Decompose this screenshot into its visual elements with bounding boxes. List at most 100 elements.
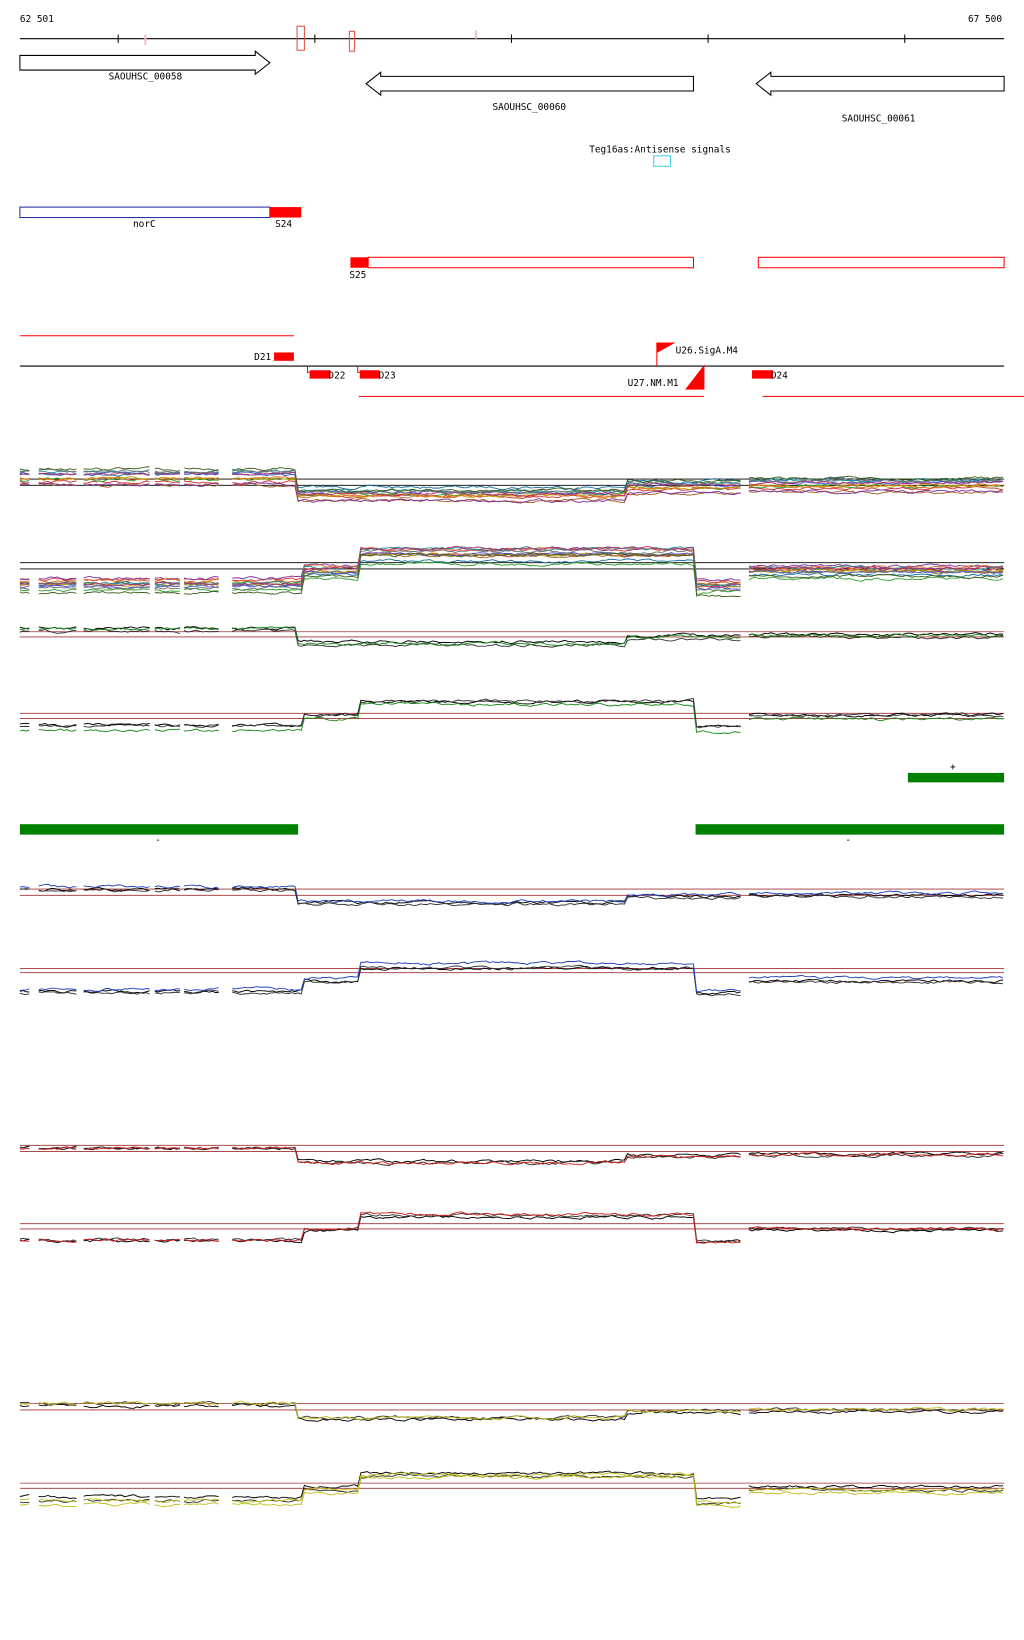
signal-line [154,627,181,630]
signal-line [19,886,30,888]
signal-line [19,583,30,585]
signal-line [748,634,1004,640]
signal-line [232,548,741,592]
signal-line [232,701,741,735]
signal-line [154,728,180,732]
signal-line [184,987,219,991]
signal-line [748,974,1004,980]
signal-line [19,483,30,485]
signal-line [83,991,150,995]
signal-line [154,1239,180,1243]
signal-line [154,577,181,580]
signal-line [83,472,150,476]
signal-line [83,469,150,474]
signal-line [154,478,180,482]
signal-line [83,987,150,993]
signal-line [232,1146,741,1166]
signal-line [19,1498,30,1501]
segment [350,257,369,268]
signal-line [19,729,30,732]
signal-line [19,988,30,991]
signal-line [83,476,150,481]
signal-line [748,712,1004,718]
d-feature [359,370,380,379]
signal-line [19,585,30,589]
signal-line [748,716,1004,722]
ruler-end: 67 500 [968,14,1002,25]
signal-line [154,885,180,889]
signal-line [83,1404,150,1409]
signal-line [19,1402,30,1405]
signal-line [154,471,180,474]
signal-line [748,1406,1004,1412]
signal-line [748,480,1004,486]
gene-label: SAOUHSC_00058 [109,71,183,82]
strand-bar [695,824,1005,835]
signal-line [232,960,741,993]
signal-line [748,1151,1004,1157]
signal-line [184,723,219,728]
signal-line [83,888,150,893]
signal-line [232,482,741,504]
signal-line [748,1226,1004,1231]
signal-line [19,479,30,482]
signal-line [83,722,150,727]
signal-line [38,577,77,582]
signal-line [232,964,741,997]
signal-line [154,887,181,893]
signal-line [38,477,77,481]
signal-line [154,1503,180,1508]
signal-line [154,626,181,631]
signal-line [38,591,77,595]
signal-line [19,1501,30,1504]
signal-line [183,581,219,586]
u-flag [685,364,705,390]
signal-line [19,470,30,473]
bracket [306,366,310,373]
signal-line [232,467,741,494]
signal-line [748,568,1004,574]
signal-line [154,724,181,728]
signal-line [154,988,180,992]
signal-line [38,724,77,728]
signal-line [83,728,150,733]
signal-line [184,1401,219,1406]
signal-line [154,472,180,475]
gene-arrow [365,71,694,97]
u-label: U27.NM.M1 [628,378,679,389]
signal-line [19,468,30,472]
signal-line [19,626,30,629]
segment [757,256,1005,269]
signal-line [748,486,1004,491]
segment-label: S24 [275,219,292,230]
d-feature [274,352,294,361]
gene-label: SAOUHSC_00060 [492,102,566,113]
signal-line [19,584,30,586]
signal-line [19,589,30,592]
signal-line [183,579,219,584]
d-feature [752,370,773,379]
strand-label: - [155,835,161,846]
signal-line [184,476,219,480]
signal-line [748,489,1004,495]
signal-line [232,965,741,995]
signal-line [232,469,741,495]
signal-line [232,1214,741,1244]
signal-line [232,885,741,904]
signal-line [154,1147,181,1150]
signal-line [184,990,219,994]
signal-line [748,890,1004,896]
d-feature [309,370,331,379]
signal-line [183,478,219,482]
u-flag [656,342,676,367]
signal-line [748,573,1004,579]
signal-line [38,1494,77,1499]
signal-line [183,626,219,630]
signal-line [183,1498,219,1504]
signal-line [19,1147,30,1150]
segment [269,207,302,218]
signal-line [38,1503,77,1508]
signal-line [154,480,181,484]
signal-line [83,884,150,889]
signal-line [38,579,77,583]
